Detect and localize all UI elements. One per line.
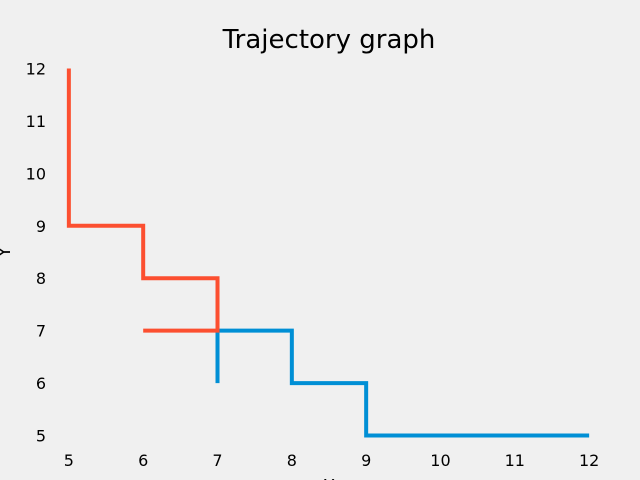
x-tick-label: 11 — [505, 451, 525, 470]
y-tick-label: 10 — [26, 164, 46, 183]
x-tick-label: 9 — [361, 451, 371, 470]
x-tick-label: 6 — [138, 451, 148, 470]
series-layer — [66, 68, 590, 438]
x-tick-labels: 5 6 7 8 9 10 11 12 — [64, 451, 600, 470]
y-tick-label: 7 — [36, 322, 46, 341]
x-tick-label: 10 — [430, 451, 450, 470]
y-tick-label: 11 — [26, 112, 46, 131]
x-tick-label: 7 — [212, 451, 222, 470]
y-tick-label: 6 — [36, 374, 46, 393]
x-axis-label: X — [323, 476, 335, 480]
series-line-2 — [66, 68, 220, 333]
x-tick-label: 8 — [287, 451, 297, 470]
y-tick-label: 8 — [36, 269, 46, 288]
y-tick-label: 12 — [26, 59, 46, 78]
y-tick-label: 5 — [36, 427, 46, 446]
series-line-1 — [215, 328, 590, 438]
chart-title: Trajectory graph — [222, 25, 436, 55]
y-axis-label: Y — [0, 246, 15, 259]
x-tick-label: 12 — [579, 451, 599, 470]
x-tick-label: 5 — [64, 451, 74, 470]
y-tick-labels: 5 6 7 8 9 10 11 12 — [26, 59, 46, 445]
y-tick-label: 9 — [36, 217, 46, 236]
